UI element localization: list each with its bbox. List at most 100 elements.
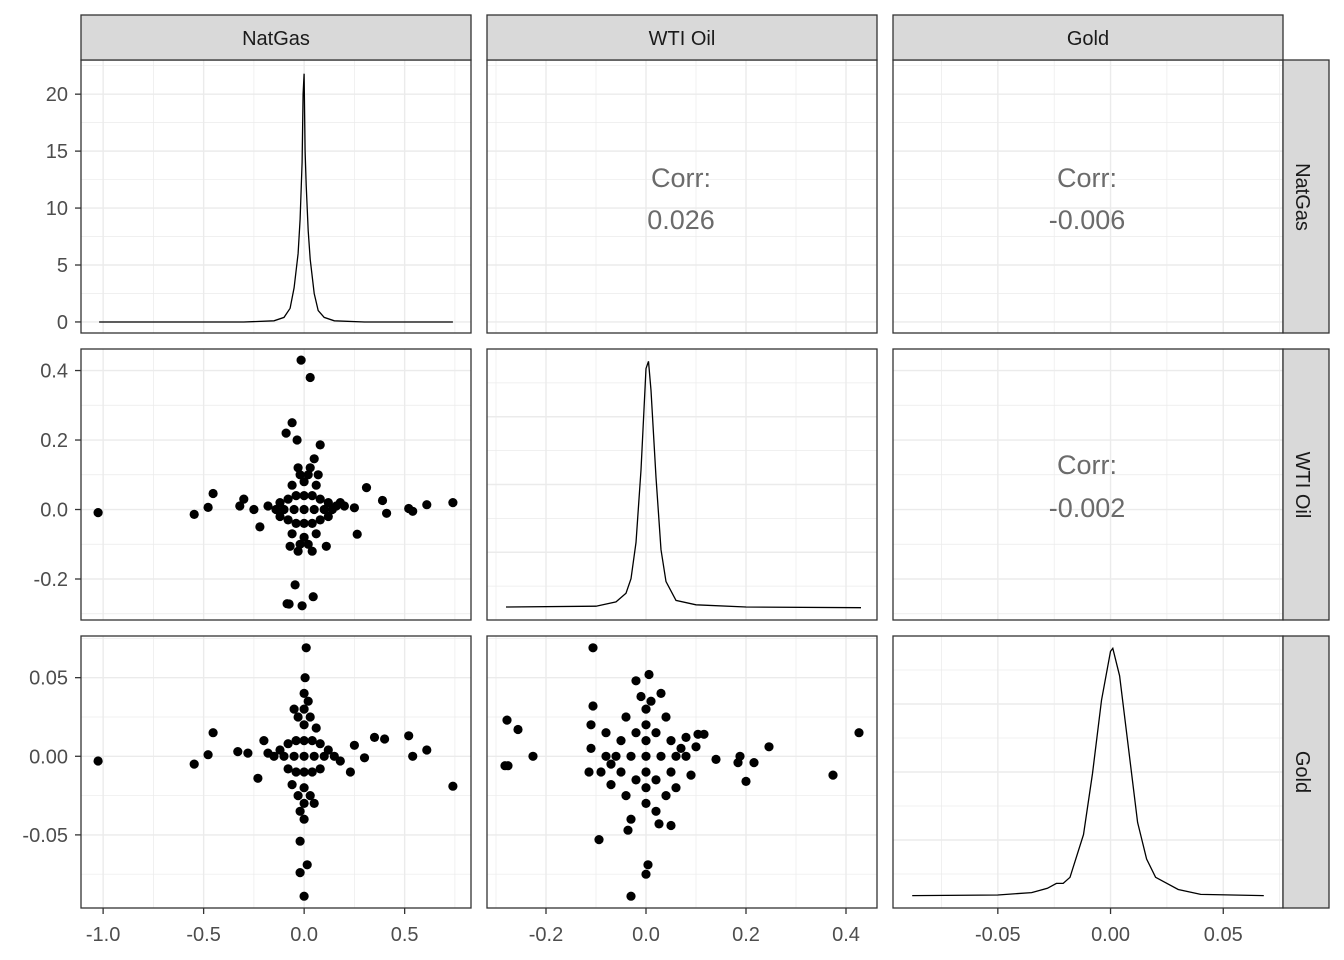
corr-label-natgas-gold: Corr: (1057, 163, 1117, 193)
y-tick-label: 0.05 (29, 668, 68, 690)
scatter-point (299, 491, 309, 501)
scatter-point (594, 835, 604, 845)
scatter-point (243, 748, 253, 758)
panel-1-2 (892, 348, 1284, 621)
scatter-point (253, 773, 263, 783)
x-tick-label: 0.05 (1204, 924, 1243, 946)
scatter-point (749, 758, 759, 768)
scatter-point (651, 775, 661, 785)
scatter-point (666, 767, 676, 777)
scatter-point (93, 756, 103, 766)
scatter-point (661, 791, 671, 801)
scatter-point (369, 732, 380, 743)
scatter-point (315, 515, 325, 525)
scatter-point (623, 825, 633, 835)
scatter-point (293, 712, 303, 722)
scatter-point (299, 477, 309, 487)
scatter-point (309, 504, 319, 515)
scatter-point (309, 751, 319, 761)
scatter-point (275, 498, 285, 508)
scatter-point (651, 806, 661, 816)
scatter-point (606, 759, 616, 769)
scatter-point (289, 751, 299, 761)
density-line-gold (912, 646, 1264, 897)
y-tick-label: 5 (57, 255, 68, 277)
panel-1-0 (80, 348, 472, 621)
scatter-point (666, 820, 676, 831)
scatter-point (293, 791, 303, 801)
scatter-point (641, 751, 651, 761)
scatter-point (302, 860, 312, 870)
scatter-point (616, 767, 626, 777)
scatter-point (671, 751, 681, 761)
scatter-point (588, 643, 598, 653)
x-tick-label: 0.00 (1091, 924, 1130, 946)
scatter-point (323, 745, 333, 755)
panel-2-0 (80, 635, 472, 909)
strips: NatGas WTI Oil Gold NatGas WTI Oil Gold (80, 14, 1330, 909)
scatter-point (296, 355, 306, 365)
scatter-point (319, 504, 329, 515)
scatter-point (307, 767, 317, 777)
x-tick-label: -1.0 (86, 924, 120, 946)
x-tick-label: 0.4 (832, 924, 860, 946)
scatter-point (448, 781, 458, 791)
scatter-point (681, 751, 691, 761)
scatter-point (93, 507, 103, 518)
scatter-point (377, 495, 388, 506)
correlation-labels: Corr: 0.026 Corr: -0.006 Corr: -0.002 (647, 163, 1125, 523)
scatter-point (203, 502, 213, 512)
strip-right-label-wti: WTI Oil (1291, 452, 1313, 519)
scatter-point (359, 753, 370, 763)
scatter-point (641, 736, 651, 746)
scatter-point (693, 729, 703, 739)
x-tick-label: -0.2 (529, 924, 563, 946)
scatter-point (289, 504, 299, 515)
scatter-point (289, 704, 299, 714)
panel-2-1 (486, 635, 878, 909)
scatter-point (295, 836, 305, 846)
scatter-point (691, 742, 701, 752)
x-tick-label: 0.2 (732, 924, 760, 946)
scatter-point (281, 428, 291, 438)
panel-background (893, 349, 1283, 620)
scatter-point (641, 798, 651, 809)
scatter-point (297, 601, 307, 611)
axes: -1.0 -0.5 0.0 0.5 -0.2 0.0 0.2 0.4 -0.05 0.00 0.05… (22, 84, 1242, 946)
scatter-point (352, 529, 362, 539)
scatter-point (299, 736, 309, 746)
panel-background (487, 60, 877, 333)
scatter-point (636, 691, 646, 702)
scatter-point (235, 501, 245, 511)
panel-0-0 (80, 59, 472, 334)
scatter-point (283, 515, 293, 525)
scatter-point (626, 891, 636, 901)
scatter-point (666, 736, 676, 746)
scatter-point (315, 764, 325, 774)
scatter-point (671, 783, 681, 793)
y-tick-label: -0.05 (22, 825, 68, 847)
scatter-point (263, 748, 273, 758)
scatter-point (641, 720, 651, 730)
scatter-point (601, 728, 611, 738)
scatter-point (292, 435, 302, 445)
scatter-point (311, 529, 321, 539)
panel-border (80, 348, 472, 621)
scatter-point (299, 798, 309, 809)
scatter-point (189, 509, 199, 519)
panel-background (81, 636, 471, 908)
scatter-point (299, 814, 309, 824)
scatter-point (641, 783, 651, 793)
scatter-point (287, 480, 297, 490)
panel-background (81, 349, 471, 620)
panel-2-2 (892, 635, 1284, 909)
scatter-point (408, 751, 418, 761)
scatter-point (681, 732, 691, 743)
scatter-point (287, 418, 297, 428)
scatter-point (641, 704, 651, 714)
strip-top-gold (892, 14, 1284, 61)
strip-label-natgas: NatGas (242, 28, 310, 50)
scatter-point (631, 676, 641, 686)
panel-border (486, 635, 878, 909)
panel-background (81, 60, 471, 333)
